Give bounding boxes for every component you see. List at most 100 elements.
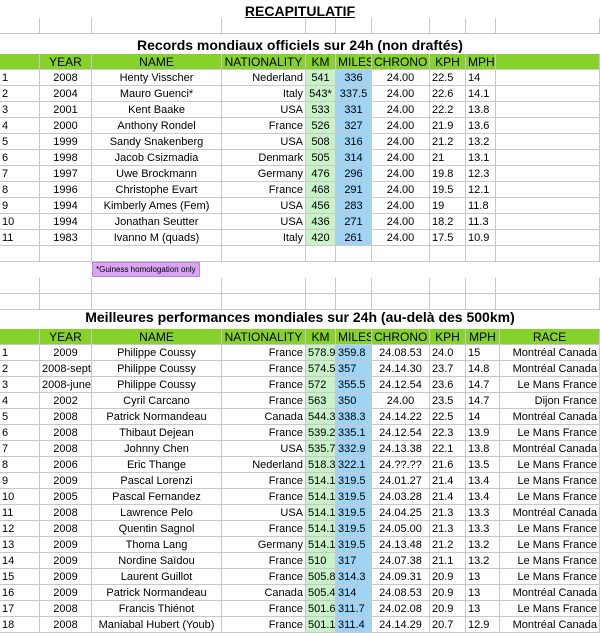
table-cell: Montréal Canada: [500, 585, 600, 601]
table-cell: 514.1: [306, 537, 336, 553]
table-cell: 4: [0, 393, 40, 409]
column-header: KM: [306, 54, 336, 70]
table-cell: 2006: [40, 457, 92, 473]
table-cell: 2008-sept: [40, 361, 92, 377]
table-cell: 13.3: [466, 505, 500, 521]
table-cell: France: [222, 569, 306, 585]
table-cell: 22.5: [430, 409, 466, 425]
table-cell: 24.00: [372, 214, 430, 230]
table-cell: 21.9: [430, 118, 466, 134]
empty-row: [0, 18, 600, 34]
table-cell: 11: [0, 505, 40, 521]
header-row: YEAR NAME NATIONALITY KM MILES CHRONO KPH MPH: [0, 54, 600, 70]
table-cell: 24.00: [372, 150, 430, 166]
table-cell: 526: [306, 118, 336, 134]
empty-row: [0, 246, 600, 262]
table-row: 9 1994 Kimberly Ames (Fem) USA 456 283 24.00 19…: [0, 198, 600, 214]
table-cell: France: [222, 393, 306, 409]
table-cell: 476: [306, 166, 336, 182]
empty-cell: [496, 150, 600, 166]
table-cell: 17.5: [430, 230, 466, 246]
table-cell: 2: [0, 86, 40, 102]
empty-cell: [372, 246, 430, 262]
column-header: KPH: [430, 54, 466, 70]
empty-cell: [336, 18, 372, 34]
table-cell: 12.3: [466, 166, 496, 182]
table-cell: 21.6: [430, 457, 466, 473]
table-cell: Sandy Snakenberg: [92, 134, 222, 150]
table-cell: 24.05.00: [372, 521, 430, 537]
table-cell: 10: [0, 214, 40, 230]
empty-cell: [0, 294, 40, 310]
table-row: 17 2008 Francis Thiénot France 501.6 311.7 24.…: [0, 601, 600, 617]
empty-cell: [306, 246, 336, 262]
table-cell: 24.01.27: [372, 473, 430, 489]
table-cell: 563: [306, 393, 336, 409]
table-cell: 24.13.48: [372, 537, 430, 553]
table-cell: 18.2: [430, 214, 466, 230]
empty-cell: [496, 166, 600, 182]
table-cell: 261: [336, 230, 372, 246]
empty-cell: [336, 294, 372, 310]
table-cell: Jacob Csizmadia: [92, 150, 222, 166]
table-cell: 12.1: [466, 182, 496, 198]
table-cell: 436: [306, 214, 336, 230]
table-cell: 22.5: [430, 70, 466, 86]
table-row: 16 2009 Patrick Normandeau Canada 505.4 314 24…: [0, 585, 600, 601]
table-cell: 505: [306, 150, 336, 166]
table-cell: 24.00: [372, 198, 430, 214]
table-cell: 322.1: [336, 457, 372, 473]
table-row: 4 2000 Anthony Rondel France 526 327 24.00 21.9…: [0, 118, 600, 134]
table-cell: 9: [0, 473, 40, 489]
table-cell: 2009: [40, 553, 92, 569]
table-row: 1 2009 Philippe Coussy France 578.9 359.8 24.0…: [0, 345, 600, 361]
table-cell: 2009: [40, 345, 92, 361]
table-cell: 14.8: [466, 361, 500, 377]
empty-cell: [222, 294, 306, 310]
empty-cell: [496, 18, 600, 34]
table-row: 8 1996 Christophe Evart France 468 291 24.00 19…: [0, 182, 600, 198]
table-row: 8 2006 Eric Thange Nederland 518.3 322.1 24.??…: [0, 457, 600, 473]
table-row: 3 2001 Kent Baake USA 533 331 24.00 22.2 13.8: [0, 102, 600, 118]
table-cell: 4: [0, 118, 40, 134]
table-cell: 314: [336, 585, 372, 601]
empty-cell: [430, 294, 466, 310]
table-cell: 283: [336, 198, 372, 214]
empty-cell: [466, 246, 496, 262]
table-cell: 24.00: [372, 393, 430, 409]
table-cell: 6: [0, 150, 40, 166]
table-cell: 24.04.25: [372, 505, 430, 521]
table-cell: Lawrence Pelo: [92, 505, 222, 521]
table-cell: 24.00: [372, 70, 430, 86]
table-row: 11 2008 Lawrence Pelo USA 514.1 319.5 24.04.25…: [0, 505, 600, 521]
table-cell: 314: [336, 150, 372, 166]
column-header: MPH: [466, 54, 496, 70]
table-cell: 2009: [40, 585, 92, 601]
table-cell: 514.1: [306, 505, 336, 521]
table-cell: 572: [306, 377, 336, 393]
empty-cell: [466, 18, 496, 34]
table-cell: Le Mans France: [500, 521, 600, 537]
column-header: YEAR: [40, 329, 92, 345]
page-title: RECAPITULATIF: [244, 3, 356, 19]
table-cell: France: [222, 182, 306, 198]
table-cell: 16: [0, 585, 40, 601]
table-cell: Patrick Normandeau: [92, 585, 222, 601]
table-cell: 14: [466, 70, 496, 86]
table-row: 5 2008 Patrick Normandeau Canada 544.3 338.3 2…: [0, 409, 600, 425]
table-row: 2 2004 Mauro Guenci* Italy 543* 337.5 24.00 22.…: [0, 86, 600, 102]
table-cell: 578.9: [306, 345, 336, 361]
table-row: 1 2008 Henty Visscher Nederland 541 336 24.00 2…: [0, 70, 600, 86]
table-cell: Nederland: [222, 70, 306, 86]
table-cell: 2008: [40, 521, 92, 537]
table-cell: 10.9: [466, 230, 496, 246]
table-cell: 1999: [40, 134, 92, 150]
empty-cell: [92, 294, 222, 310]
table-cell: 24.14.22: [372, 409, 430, 425]
table-cell: 13.5: [466, 457, 500, 473]
empty-cell: [306, 278, 336, 294]
table-cell: Dijon France: [500, 393, 600, 409]
column-header: [0, 329, 40, 345]
table-cell: 24.00: [372, 134, 430, 150]
table-cell: 5: [0, 409, 40, 425]
